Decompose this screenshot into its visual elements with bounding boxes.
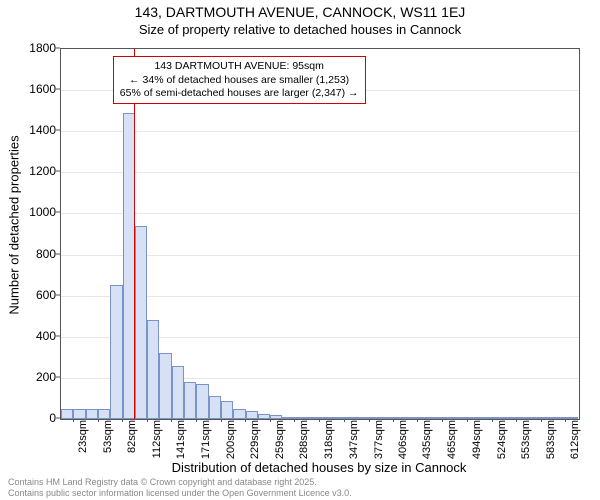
property-marker-line <box>134 49 135 419</box>
y-tick-mark <box>56 89 60 90</box>
histogram-bar <box>184 382 196 419</box>
histogram-bar <box>405 417 417 419</box>
title-subtitle: Size of property relative to detached ho… <box>0 22 600 37</box>
y-tick-mark <box>56 212 60 213</box>
x-axis-label: Distribution of detached houses by size … <box>60 460 578 475</box>
histogram-bar <box>393 417 405 419</box>
histogram-bar <box>73 409 85 419</box>
histogram-bar <box>282 417 294 419</box>
histogram-bar <box>86 409 98 419</box>
y-tick-label: 1200 <box>20 164 56 178</box>
y-tick-label: 600 <box>20 288 56 302</box>
annotation-line-3: 65% of semi-detached houses are larger (… <box>120 87 359 100</box>
y-tick-label: 0 <box>20 411 56 425</box>
histogram-bar <box>196 384 208 419</box>
annotation-line-2: ← 34% of detached houses are smaller (1,… <box>120 74 359 87</box>
histogram-bar <box>209 396 221 419</box>
histogram-bar <box>319 417 331 419</box>
y-tick-label: 1000 <box>20 205 56 219</box>
title-address: 143, DARTMOUTH AVENUE, CANNOCK, WS11 1EJ <box>0 4 600 20</box>
histogram-bar <box>246 411 258 419</box>
y-tick-mark <box>56 171 60 172</box>
histogram-bar <box>344 417 356 419</box>
histogram-bar <box>258 414 270 419</box>
histogram-bar <box>381 417 393 419</box>
histogram-bar <box>221 401 233 420</box>
histogram-bar <box>332 417 344 419</box>
histogram-bar <box>270 415 282 419</box>
y-tick-mark <box>56 253 60 254</box>
histogram-bar <box>479 417 491 419</box>
histogram-bar <box>369 417 381 419</box>
y-tick-label: 200 <box>20 370 56 384</box>
histogram-bar <box>565 417 577 419</box>
footer-line-2: Contains public sector information licen… <box>8 488 352 498</box>
y-tick-mark <box>56 48 60 49</box>
histogram-bar <box>442 417 454 419</box>
footer-attribution: Contains HM Land Registry data © Crown c… <box>8 477 352 498</box>
y-tick-label: 1600 <box>20 82 56 96</box>
histogram-bar <box>504 417 516 419</box>
histogram-bar <box>295 417 307 419</box>
histogram-bar <box>455 417 467 419</box>
histogram-bar <box>467 417 479 419</box>
annotation-line-1: 143 DARTMOUTH AVENUE: 95sqm <box>120 60 359 73</box>
y-tick-label: 400 <box>20 329 56 343</box>
histogram-bar <box>61 409 73 419</box>
annotation-box: 143 DARTMOUTH AVENUE: 95sqm ← 34% of det… <box>113 56 366 103</box>
histogram-bar <box>492 417 504 419</box>
y-tick-mark <box>56 294 60 295</box>
footer-line-1: Contains HM Land Registry data © Crown c… <box>8 477 352 487</box>
histogram-bar <box>135 226 147 419</box>
y-tick-label: 1800 <box>20 41 56 55</box>
histogram-bar <box>307 417 319 419</box>
histogram-bar <box>233 409 245 419</box>
y-tick-label: 800 <box>20 247 56 261</box>
y-tick-mark <box>56 376 60 377</box>
histogram-bar <box>541 417 553 419</box>
histogram-bar <box>172 366 184 419</box>
histogram-bar <box>110 285 122 419</box>
histogram-bar <box>159 353 171 419</box>
gridline <box>61 213 579 214</box>
histogram-bar <box>418 417 430 419</box>
y-tick-label: 1400 <box>20 123 56 137</box>
y-tick-mark <box>56 418 60 419</box>
histogram-bar <box>356 417 368 419</box>
histogram-bar <box>98 409 110 419</box>
figure-root: 143, DARTMOUTH AVENUE, CANNOCK, WS11 1EJ… <box>0 0 600 500</box>
histogram-bar <box>430 417 442 419</box>
histogram-bar <box>528 417 540 419</box>
histogram-bar <box>147 320 159 419</box>
y-tick-mark <box>56 335 60 336</box>
gridline <box>61 172 579 173</box>
plot-area: 143 DARTMOUTH AVENUE: 95sqm ← 34% of det… <box>60 48 580 420</box>
gridline <box>61 131 579 132</box>
y-tick-mark <box>56 130 60 131</box>
histogram-bar <box>516 417 528 419</box>
histogram-bar <box>553 417 565 419</box>
